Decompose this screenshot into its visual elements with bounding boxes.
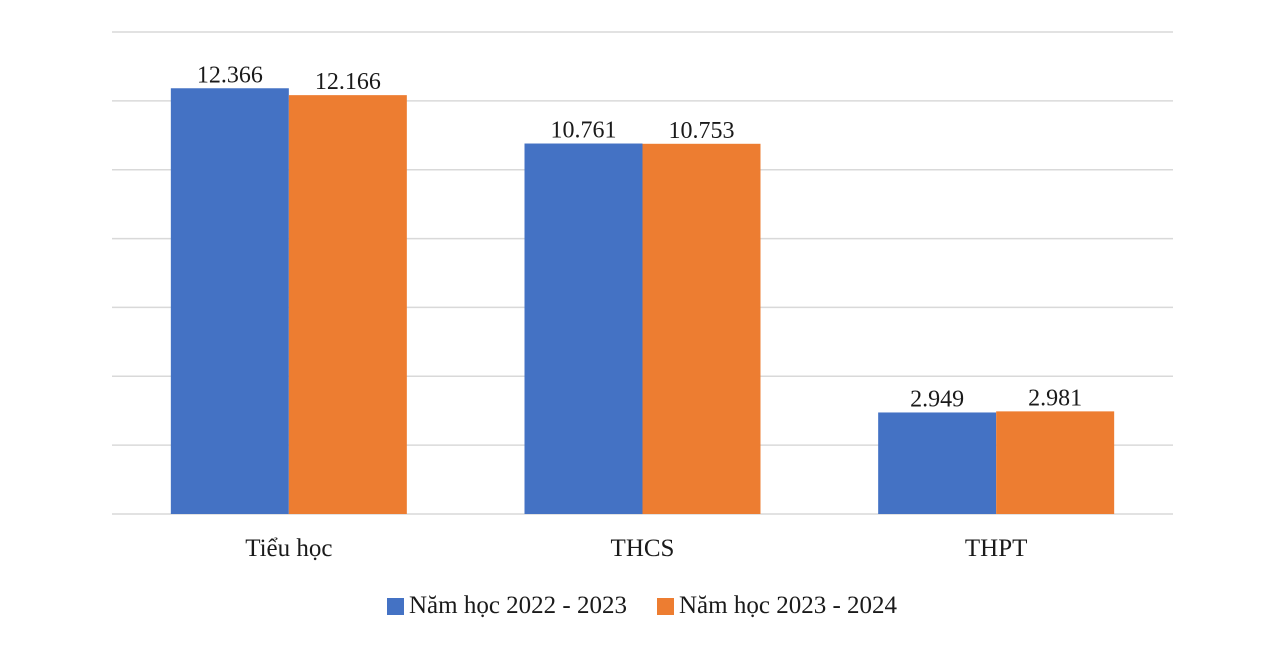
legend: Năm học 2022 - 2023 Năm học 2023 - 2024 — [0, 592, 1284, 620]
legend-item-series-2: Năm học 2023 - 2024 — [657, 592, 897, 620]
bar-2-3 — [996, 411, 1115, 514]
data-label-2-2: 10.753 — [669, 118, 735, 144]
legend-swatch-series-1 — [386, 597, 404, 615]
data-label-1-3: 2.949 — [910, 386, 964, 412]
data-label-2-1: 12.166 — [315, 69, 381, 95]
bar-2-2 — [642, 143, 761, 515]
bar-1-1 — [170, 88, 289, 514]
legend-item-series-1: Năm học 2022 - 2023 — [386, 592, 627, 620]
legend-label-series-2: Năm học 2023 - 2024 — [679, 592, 898, 619]
x-tick-label: Tiểu học — [245, 535, 332, 562]
data-label-1-1: 12.366 — [197, 62, 263, 88]
x-tick-label: THCS — [611, 535, 675, 562]
x-tick-label: THPT — [965, 535, 1028, 562]
data-label-2-3: 2.981 — [1028, 385, 1082, 411]
bar-1-2 — [524, 143, 643, 514]
legend-swatch-series-2 — [657, 597, 674, 615]
bar-2-1 — [288, 95, 407, 514]
legend-label-series-1: Năm học 2022 - 2023 — [408, 592, 627, 619]
bar-1-3 — [878, 412, 997, 514]
data-label-1-2: 10.761 — [551, 118, 617, 144]
bar-chart-svg: 12.366 12.166 Tiểu học 10.761 10.753 THCS 2.94… — [112, 31, 1173, 562]
